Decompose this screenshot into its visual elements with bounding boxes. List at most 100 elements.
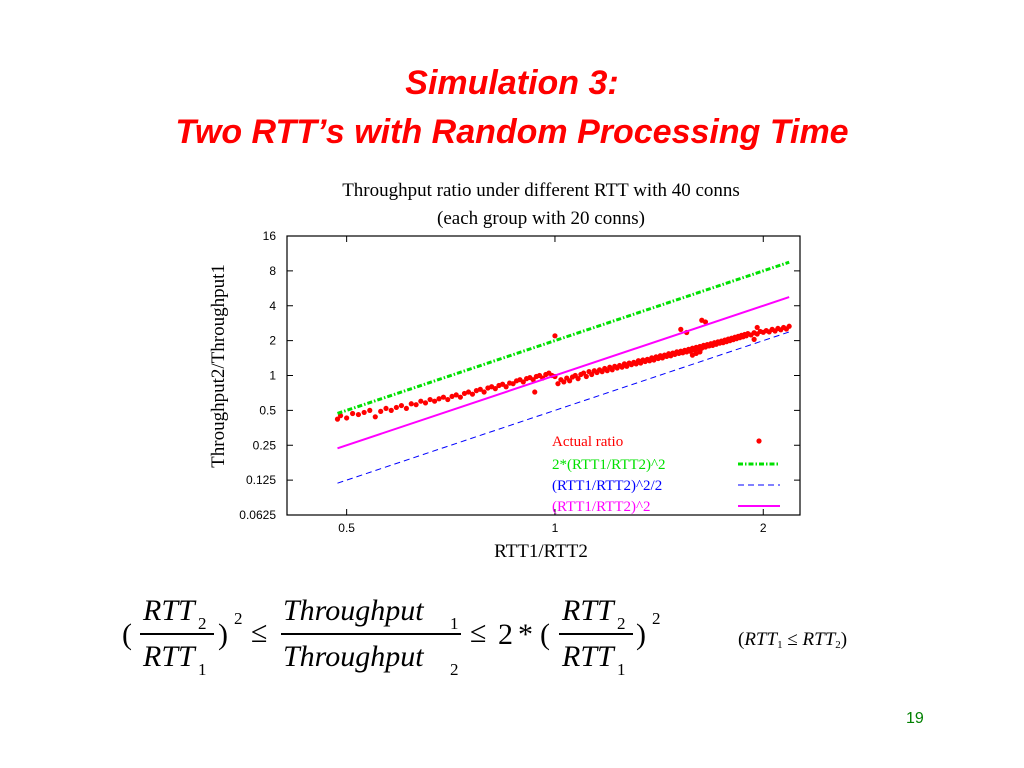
y-tick-label: 16 [263, 229, 277, 243]
scatter-point [702, 319, 709, 325]
eq-rtt-numerator-2-sub: 2 [617, 614, 626, 633]
eq-rtt-numerator-2: RTT [562, 594, 614, 627]
scatter-point [427, 396, 433, 403]
scatter-point [422, 400, 429, 406]
y-tick-label: 4 [269, 299, 276, 313]
eq-throughput-numerator: Throughput [283, 594, 424, 627]
scatter-point [383, 405, 389, 412]
scatter-point [372, 414, 378, 420]
scatter-point [503, 384, 509, 390]
scatter-point [530, 377, 536, 383]
scatter-point [457, 394, 463, 400]
scatter-point [561, 379, 567, 385]
scatter-point [786, 323, 792, 329]
scatter-point [398, 402, 405, 409]
y-tick-label: 0.125 [246, 473, 276, 487]
series-line--rtt1-rtt2-2 [337, 296, 790, 450]
x-axis-label: RTT1/RTT2 [494, 541, 588, 562]
eq-open-paren-1: ( [122, 618, 132, 651]
chart-title: Throughput ratio under different RTT wit… [342, 180, 740, 201]
y-tick-label: 1 [269, 369, 276, 383]
x-tick-label: 0.5 [338, 521, 355, 535]
eq-close-paren-1: ) [218, 618, 228, 651]
legend-label: 2*(RTT1/RTT2)^2 [552, 457, 666, 473]
y-axis-label: Throughput2/Throughput1 [208, 264, 229, 468]
x-tick-label: 2 [760, 521, 767, 535]
scatter-point [431, 398, 438, 404]
eq-factor: 2 [498, 618, 513, 651]
scatter-point [393, 404, 399, 411]
legend-label: Actual ratio [552, 434, 623, 450]
scatter-point [520, 379, 526, 385]
eq-close-paren-2: ) [636, 618, 646, 651]
scatter-point [403, 405, 410, 412]
scatter-point [334, 416, 341, 422]
scatter-point [465, 389, 472, 395]
scatter-point [492, 386, 498, 392]
cond-rtt-b: RTT [802, 629, 836, 650]
scatter-point [532, 389, 538, 395]
eq-rtt-denominator-2: RTT [562, 640, 614, 673]
y-tick-label: 8 [269, 264, 276, 278]
cond-open: ( [738, 629, 745, 650]
scatter-point [754, 324, 760, 331]
slide-title-line-2: Two RTT’s with Random Processing Time [175, 113, 849, 151]
eq-fraction-bar-2 [281, 633, 461, 635]
eq-fraction-bar-1 [140, 633, 214, 635]
eq-open-paren-2: ( [540, 618, 550, 651]
scatter-point [436, 396, 442, 402]
scatter-point [678, 326, 684, 332]
scatter-point [481, 389, 487, 395]
series-line-2-rtt1-rtt2-2 [337, 260, 790, 415]
scatter-point [477, 386, 483, 392]
scatter-point [555, 381, 561, 387]
y-tick-label: 2 [269, 334, 276, 348]
y-tick-label: 0.25 [253, 438, 277, 452]
scatter-point [575, 376, 581, 382]
eq-rtt-numerator-sub: 2 [198, 614, 207, 633]
legend-label: (RTT1/RTT2)^2/2 [552, 478, 662, 494]
scatter-point [449, 393, 455, 400]
eq-throughput-denominator-sub: 2 [450, 660, 459, 679]
y-tick-label: 0.5 [259, 403, 276, 417]
scatter-point [583, 373, 589, 380]
cond-rtt-b-sub: 2 [835, 639, 841, 651]
eq-leq-1: ≤ [251, 616, 268, 649]
chart-legend: Actual ratio 2*(RTT1/RTT2)^2 (RTT1/RTT2)^2… [552, 434, 780, 515]
scatter-point [367, 407, 373, 413]
scatter-point [589, 371, 595, 378]
scatter-point [440, 394, 447, 400]
legend-point-sample [756, 438, 762, 444]
scatter-point [567, 378, 573, 384]
eq-rtt-numerator: RTT [143, 594, 195, 627]
scatter-point [751, 336, 757, 342]
eq-exponent-1: 2 [234, 609, 243, 628]
eq-fraction-bar-3 [559, 633, 633, 635]
scatter-point [552, 333, 558, 339]
scatter-point [344, 415, 350, 421]
legend-label: (RTT1/RTT2)^2 [552, 499, 651, 515]
eq-throughput-numerator-sub: 1 [450, 614, 459, 633]
eq-exponent-2: 2 [652, 609, 661, 628]
scatter-point [418, 398, 424, 404]
scatter-point [461, 390, 468, 397]
scatter-point [453, 392, 459, 398]
eq-rtt-denominator-2-sub: 1 [617, 660, 626, 679]
scatter-point [697, 349, 703, 355]
eq-rtt-denominator-sub: 1 [198, 660, 207, 679]
cond-rtt-a: RTT [744, 629, 778, 650]
scatter-point [355, 411, 362, 418]
slide-title-line-1: Simulation 3: [405, 64, 619, 102]
rtt-condition: (RTT1 ≤ RTT2) [738, 630, 847, 651]
scatter-point [361, 409, 367, 416]
y-tick-label: 0.0625 [239, 508, 276, 522]
cond-leq: ≤ [787, 629, 798, 650]
page-number: 19 [906, 710, 924, 727]
scatter-point [445, 396, 451, 403]
scatter-point [510, 381, 516, 387]
eq-rtt-denominator: RTT [143, 640, 195, 673]
cond-rtt-a-sub: 1 [777, 639, 783, 651]
scatter-point [349, 410, 356, 417]
x-tick-label: 1 [552, 521, 559, 535]
